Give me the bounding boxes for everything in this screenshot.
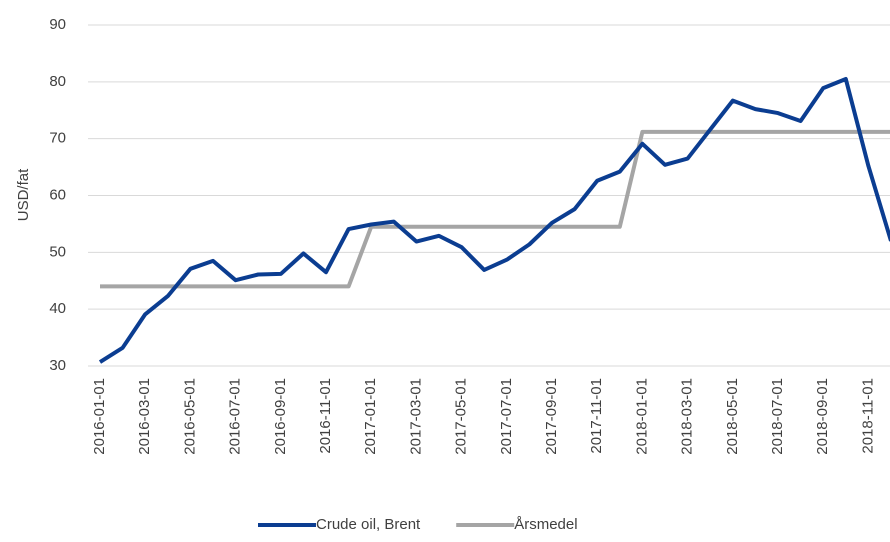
- x-tick-label: 2017-01-01: [362, 378, 379, 455]
- x-tick-label: 2017-03-01: [407, 378, 424, 455]
- y-tick-label: 60: [49, 186, 66, 203]
- y-axis-label: USD/fat: [15, 168, 32, 221]
- x-tick-label: 2016-01-01: [91, 378, 108, 455]
- y-tick-label: 90: [49, 16, 66, 33]
- x-tick-label: 2016-07-01: [227, 378, 244, 455]
- x-tick-label: 2016-11-01: [317, 378, 334, 454]
- x-tick-label: 2017-09-01: [543, 378, 560, 455]
- y-tick-label: 50: [49, 243, 66, 260]
- y-tick-label: 40: [49, 300, 66, 317]
- x-tick-label: 2018-09-01: [814, 378, 831, 455]
- x-tick-label: 2016-09-01: [272, 378, 289, 455]
- x-tick-label: 2016-03-01: [136, 378, 153, 455]
- x-tick-label: 2018-05-01: [724, 378, 741, 455]
- series-line: [98, 76, 890, 364]
- x-tick-label: 2017-07-01: [498, 378, 515, 455]
- y-tick-label: 30: [49, 357, 66, 374]
- legend-label: Crude oil, Brent: [316, 516, 421, 533]
- x-tick-label: 2017-05-01: [453, 378, 470, 455]
- y-tick-label: 70: [49, 130, 66, 147]
- legend-label: Årsmedel: [514, 516, 577, 533]
- x-tick-label: 2018-07-01: [769, 378, 786, 455]
- x-tick-label: 2018-11-01: [859, 378, 876, 454]
- y-tick-label: 80: [49, 73, 66, 90]
- x-tick-label: 2016-05-01: [181, 378, 198, 455]
- x-tick-label: 2017-11-01: [588, 378, 605, 454]
- x-tick-label: 2018-01-01: [633, 378, 650, 455]
- x-tick-label: 2018-03-01: [679, 378, 696, 455]
- series-line: [100, 129, 890, 289]
